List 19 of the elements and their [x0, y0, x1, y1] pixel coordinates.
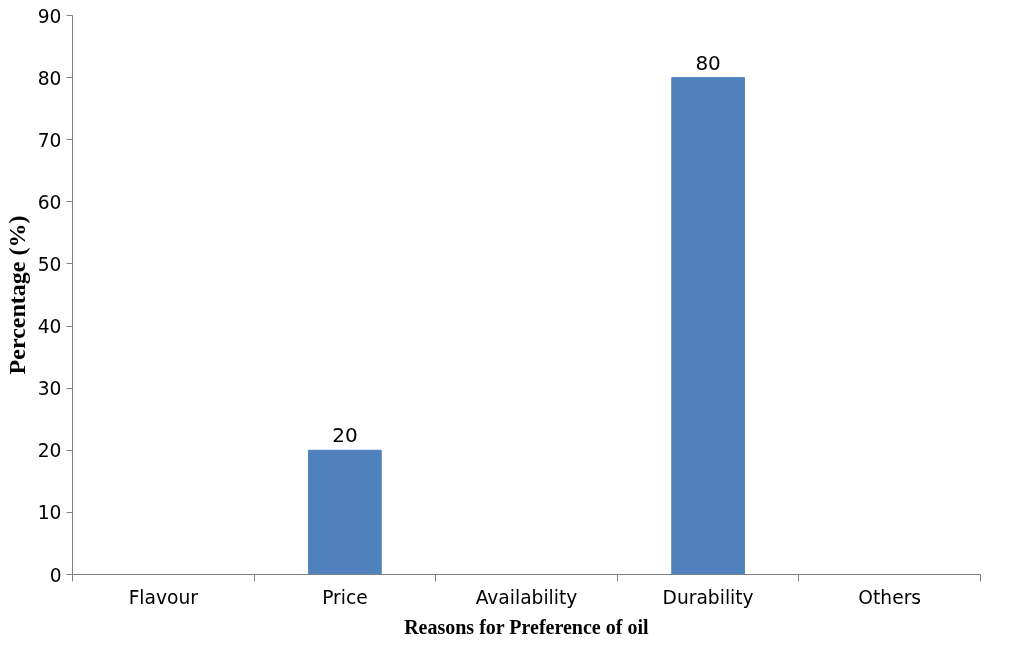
y-tick-label: 80: [37, 67, 62, 89]
y-tick-label: 10: [37, 502, 62, 524]
data-label: 80: [695, 50, 721, 75]
y-tick-label: 60: [37, 191, 62, 213]
x-axis-title: Reasons for Preference of oil: [404, 615, 649, 638]
y-tick-label: 40: [37, 316, 62, 338]
y-tick-label: 90: [37, 5, 62, 27]
y-tick-label: 20: [37, 440, 62, 462]
x-tick-label: Flavour: [128, 586, 199, 608]
x-tick-label: Durability: [662, 586, 754, 608]
x-tick-label: Price: [322, 586, 368, 608]
y-tick-label: 30: [37, 378, 62, 400]
y-tick-label: 50: [37, 253, 62, 275]
y-tick-label: 70: [37, 129, 62, 151]
x-tick-label: Others: [858, 586, 922, 608]
x-tick-label: Availability: [475, 586, 578, 608]
data-label: 20: [332, 423, 358, 448]
y-tick-label: 0: [49, 564, 62, 586]
y-axis-title: Percentage (%): [3, 215, 30, 375]
